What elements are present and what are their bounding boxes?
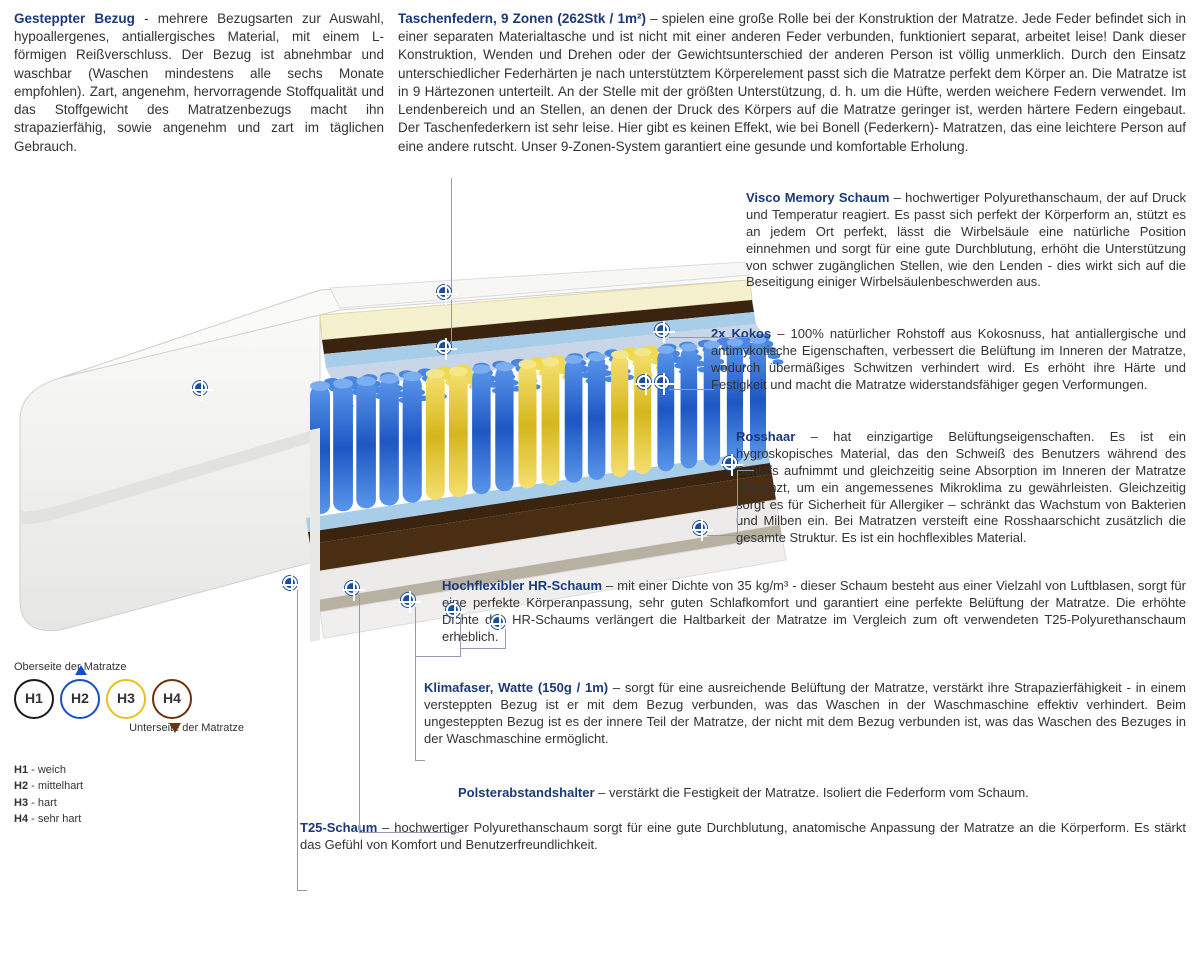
callout-marker-icon xyxy=(723,456,737,470)
cover-text: - mehrere Bezugsarten zur Auswahl, hypoa… xyxy=(14,11,384,154)
legend-key: H1 - weichH2 - mittelhartH3 - hartH4 - s… xyxy=(14,762,244,828)
callout-marker-icon xyxy=(637,375,651,389)
callout-marker-icon xyxy=(655,323,669,337)
callout-marker-icon xyxy=(437,285,451,299)
leader-line xyxy=(415,760,425,761)
hardness-circle-h2: H2 xyxy=(60,679,100,719)
leader-line xyxy=(451,300,452,348)
desc-kokos: 2x Kokos – 100% natürlicher Rohstoff aus… xyxy=(711,326,1186,402)
hardness-circle-h4: H4 xyxy=(152,679,192,719)
callout-marker-icon xyxy=(283,576,297,590)
hardness-circle-h3: H3 xyxy=(106,679,146,719)
polster-text: – verstärkt die Festigkeit der Matratze.… xyxy=(595,785,1029,800)
leader-line xyxy=(460,617,461,657)
rosshaar-title: Rosshaar xyxy=(736,429,795,444)
kokos-title: 2x Kokos xyxy=(711,326,771,341)
leader-line xyxy=(707,535,737,536)
legend-key-h3: H3 - hart xyxy=(14,795,244,812)
leader-line xyxy=(359,595,360,832)
leader-line xyxy=(737,470,754,471)
desc-polster: Polsterabstandshalter – verstärkt die Fe… xyxy=(458,785,1186,810)
visco-title: Visco Memory Schaum xyxy=(746,190,889,205)
hardness-legend: Oberseite der Matratze H1H2H3H4 Untersei… xyxy=(14,660,244,828)
t25-text: – hochwertiger Polyurethanschaum sorgt f… xyxy=(300,820,1186,852)
leader-line xyxy=(451,178,452,294)
leader-line xyxy=(297,590,298,891)
leader-line xyxy=(359,832,459,833)
rosshaar-text: – hat einzigartige Belüftungseigenschaft… xyxy=(736,429,1186,545)
callout-marker-icon xyxy=(446,603,460,617)
desc-klimafaser: Klimafaser, Watte (150g / 1m) – sorgt fü… xyxy=(424,680,1186,756)
hrfoam-title: Hochflexibler HR-Schaum xyxy=(442,578,602,593)
legend-key-h2: H2 - mittelhart xyxy=(14,778,244,795)
callout-marker-icon xyxy=(401,593,415,607)
callout-marker-icon xyxy=(345,581,359,595)
hardness-circle-h1: H1 xyxy=(14,679,54,719)
leader-line xyxy=(415,607,416,761)
leader-line xyxy=(505,629,506,649)
legend-top-caption: Oberseite der Matratze xyxy=(14,660,244,675)
leader-line xyxy=(416,656,461,657)
springs-title: Taschenfedern, 9 Zonen (262Stk / 1m²) xyxy=(398,11,646,26)
callout-marker-icon xyxy=(437,340,451,354)
springs-text: – spielen eine große Rolle bei der Konst… xyxy=(398,11,1186,154)
leader-line xyxy=(461,648,506,649)
legend-circles: H1H2H3H4 xyxy=(14,679,244,719)
desc-t25: T25-Schaum – hochwertiger Polyurethansch… xyxy=(300,820,1186,862)
klimafaser-title: Klimafaser, Watte (150g / 1m) xyxy=(424,680,608,695)
callout-marker-icon xyxy=(193,381,207,395)
springs-description: Taschenfedern, 9 Zonen (262Stk / 1m²) – … xyxy=(398,10,1186,156)
cover-description: Gesteppter Bezug - mehrere Bezugsarten z… xyxy=(14,10,384,156)
callout-marker-icon xyxy=(655,375,669,389)
desc-rosshaar: Rosshaar – hat einzigartige Belüftungsei… xyxy=(736,429,1186,555)
callout-marker-icon xyxy=(491,615,505,629)
leader-line xyxy=(737,470,738,536)
kokos-text: – 100% natürlicher Rohstoff aus Kokosnus… xyxy=(711,326,1186,392)
desc-hrfoam: Hochflexibler HR-Schaum – mit einer Dich… xyxy=(442,578,1186,654)
callout-marker-icon xyxy=(693,521,707,535)
legend-key-h1: H1 - weich xyxy=(14,762,244,779)
desc-visco: Visco Memory Schaum – hochwertiger Polyu… xyxy=(746,190,1186,299)
leader-line xyxy=(297,890,307,891)
polster-title: Polsterabstandshalter xyxy=(458,785,595,800)
cover-title: Gesteppter Bezug xyxy=(14,11,135,26)
legend-bottom-caption: Unterseite der Matratze xyxy=(14,721,244,736)
top-text-row: Gesteppter Bezug - mehrere Bezugsarten z… xyxy=(0,0,1200,162)
leader-line xyxy=(669,389,714,390)
legend-key-h4: H4 - sehr hart xyxy=(14,811,244,828)
leader-line xyxy=(669,337,754,338)
